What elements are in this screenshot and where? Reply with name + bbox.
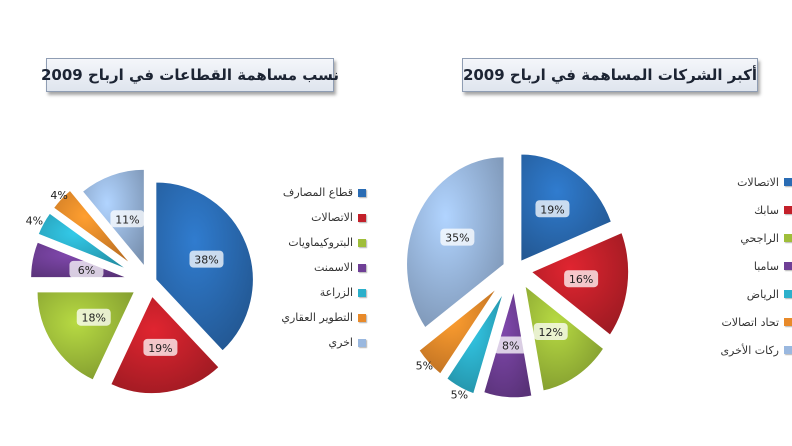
legend-item-7: ركات الأخرى	[718, 336, 792, 364]
data-label-bg-3	[533, 323, 568, 341]
legend-item-5: الرياض	[718, 280, 792, 308]
legend-item-3: البتروكيماويات	[288, 230, 366, 255]
legend-swatch	[784, 206, 792, 214]
data-label-bg-7	[110, 210, 145, 228]
data-label-bg-1	[535, 200, 570, 218]
pie-slice-5	[36, 211, 130, 272]
legend-swatch	[358, 338, 366, 347]
legend-label: الرياض	[746, 287, 779, 301]
legend-label: اخري	[328, 336, 353, 349]
legend-swatch	[784, 346, 792, 354]
legend-label: ركات الأخرى	[720, 343, 779, 357]
data-label-1: 38%	[194, 254, 218, 267]
pie-slice-5	[445, 290, 505, 396]
legend-item-2: سابك	[718, 196, 792, 224]
legend-swatch	[358, 238, 366, 247]
legend-item-3: الراجحي	[718, 224, 792, 252]
sectors-legend: قطاع المصارف الاتصالات البتروكيماويات الاسم…	[281, 180, 366, 355]
legend-label: تحاد اتصالات	[721, 315, 779, 329]
data-label-3: 18%	[82, 312, 106, 325]
data-label-bg-4	[69, 260, 104, 278]
companies-legend: الاتصالات سابك الراجحي سامبا الرياض تحاد اتصا…	[718, 168, 792, 364]
legend-item-4: الاسمنت	[296, 255, 366, 280]
legend-label: الاسمنت	[313, 261, 353, 274]
data-label-bg-2	[143, 338, 178, 356]
legend-label: التطوير العقاري	[281, 311, 353, 324]
data-label-2: 19%	[148, 342, 172, 355]
legend-item-6: تحاد اتصالات	[718, 308, 792, 336]
data-label-7: 35%	[445, 232, 469, 245]
legend-swatch	[358, 263, 366, 272]
legend-label: الراجحي	[740, 231, 779, 245]
legend-swatch	[784, 178, 792, 186]
data-label-7: 11%	[115, 213, 139, 226]
legend-item-2: الاتصالات	[296, 205, 366, 230]
legend-swatch	[784, 318, 792, 326]
legend-swatch	[358, 288, 366, 297]
legend-swatch	[784, 262, 792, 270]
data-label-bg-1	[189, 250, 224, 268]
legend-swatch	[358, 213, 366, 222]
legend-label: قطاع المصارف	[282, 186, 353, 199]
legend-label: سابك	[754, 203, 779, 217]
legend-label: البتروكيماويات	[288, 236, 353, 249]
data-label-1: 19%	[540, 203, 564, 216]
legend-swatch	[358, 313, 366, 322]
data-label-bg-4	[493, 336, 528, 354]
data-label-2: 16%	[569, 273, 593, 286]
chart-title-companies: أكبر الشركات المساهمة في ارباح 2009	[462, 58, 758, 92]
legend-swatch	[784, 290, 792, 298]
pie-slice-6	[52, 189, 134, 267]
data-label-bg-2	[564, 270, 599, 288]
legend-item-7: اخري	[296, 330, 366, 355]
legend-label: الزراعة	[319, 286, 353, 299]
data-label-4: 8%	[502, 339, 519, 352]
data-label-bg-3	[76, 308, 111, 326]
legend-label: الاتصالات	[737, 175, 779, 189]
legend-item-4: سامبا	[718, 252, 792, 280]
data-label-bg-7	[440, 228, 475, 246]
legend-item-5: الزراعة	[296, 280, 366, 305]
data-label-6: 5%	[416, 359, 433, 372]
legend-item-1: الاتصالات	[718, 168, 792, 196]
data-label-3: 12%	[538, 326, 562, 339]
data-label-6: 4%	[50, 189, 67, 202]
legend-item-6: التطوير العقاري	[281, 305, 366, 330]
data-label-5: 4%	[26, 215, 43, 228]
pie-slice-6	[417, 286, 499, 376]
legend-swatch	[784, 234, 792, 242]
data-label-4: 6%	[78, 264, 95, 277]
chart-title-sectors: نسب مساهمة القطاعات في ارباح 2009	[41, 58, 339, 92]
pie-slice-4	[29, 240, 129, 279]
legend-label: الاتصالات	[311, 211, 353, 224]
legend-item-1: قطاع المصارف	[283, 180, 366, 205]
legend-label: سامبا	[753, 259, 779, 273]
legend-swatch	[358, 188, 366, 197]
data-label-5: 5%	[451, 388, 468, 401]
